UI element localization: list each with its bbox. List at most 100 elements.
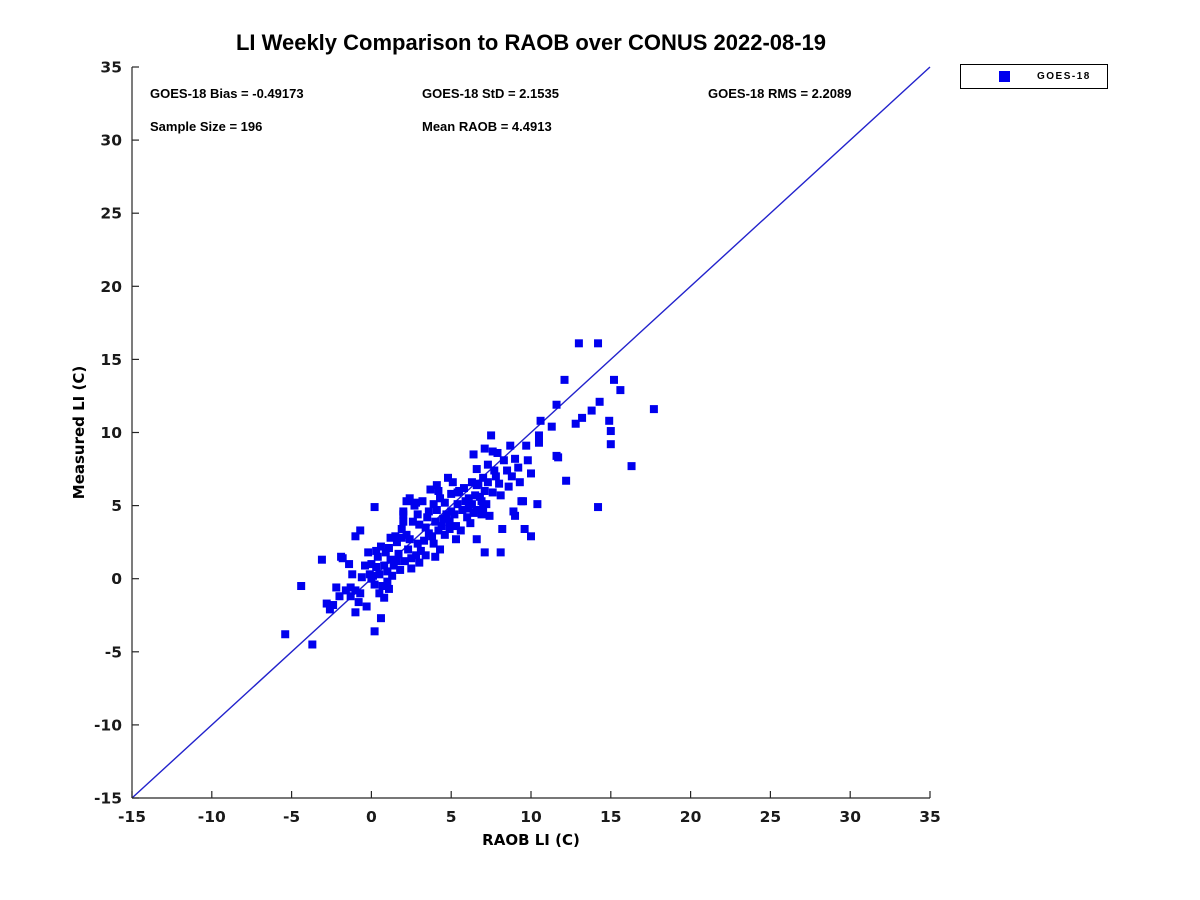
scatter-point	[356, 589, 365, 598]
scatter-point	[562, 476, 571, 485]
y-tick-label: 10	[100, 424, 122, 442]
scatter-point	[511, 454, 520, 463]
scatter-point	[483, 460, 492, 469]
scatter-point	[554, 453, 563, 462]
scatter-point	[391, 532, 400, 541]
scatter-point	[418, 497, 427, 506]
scatter-point	[394, 549, 403, 558]
scatter-point	[281, 630, 290, 639]
scatter-point	[445, 517, 454, 526]
scatter-point	[451, 522, 460, 531]
scatter-point	[386, 533, 395, 542]
scatter-point	[447, 489, 456, 498]
scatter-point	[606, 427, 615, 436]
scatter-point	[389, 561, 398, 570]
scatter-point	[362, 602, 371, 611]
scatter-point	[498, 524, 507, 533]
scatter-point	[356, 526, 365, 535]
x-tick-label: 25	[760, 808, 782, 826]
scatter-point	[595, 397, 604, 406]
scatter-point	[458, 505, 467, 514]
scatter-point	[453, 500, 462, 509]
scatter-point	[496, 548, 505, 557]
scatter-point	[399, 517, 408, 526]
scatter-point	[469, 450, 478, 459]
scatter-point	[536, 416, 545, 425]
scatter-point	[456, 526, 465, 535]
scatter-point	[485, 511, 494, 520]
scatter-point	[533, 500, 542, 509]
y-tick-label: 20	[100, 278, 122, 296]
scatter-point	[376, 542, 385, 551]
scatter-point	[507, 472, 516, 481]
scatter-point	[574, 339, 583, 348]
scatter-point	[517, 497, 526, 506]
y-tick-label: -10	[94, 716, 122, 734]
scatter-point	[464, 494, 473, 503]
scatter-point	[511, 511, 520, 520]
scatter-point	[491, 472, 500, 481]
scatter-point	[472, 505, 481, 514]
scatter-point	[332, 583, 341, 592]
scatter-point	[434, 486, 443, 495]
scatter-point	[392, 538, 401, 547]
scatter-point	[413, 539, 422, 548]
scatter-point	[372, 563, 381, 572]
scatter-point	[383, 567, 392, 576]
scatter-point	[361, 561, 370, 570]
scatter-point	[523, 456, 532, 465]
scatter-point	[627, 462, 636, 471]
scatter-point	[472, 535, 481, 544]
scatter-point	[477, 497, 486, 506]
scatter-point	[351, 608, 360, 617]
scatter-point	[467, 500, 476, 509]
scatter-point	[397, 533, 406, 542]
scatter-point	[520, 524, 529, 533]
scatter-point	[490, 466, 499, 475]
scatter-point	[534, 438, 543, 447]
scatter-point	[534, 431, 543, 440]
scatter-point	[375, 570, 384, 579]
scatter-point	[440, 530, 449, 539]
scatter-point	[375, 589, 384, 598]
scatter-point	[488, 447, 497, 456]
scatter-point	[408, 517, 417, 526]
scatter-point	[384, 584, 393, 593]
scatter-point	[367, 574, 376, 583]
scatter-point	[404, 545, 413, 554]
scatter-point	[399, 510, 408, 519]
scatter-point	[373, 552, 382, 561]
scatter-point	[402, 497, 411, 506]
x-tick-label: 0	[366, 808, 377, 826]
scatter-point	[337, 552, 346, 561]
scatter-point	[416, 546, 425, 555]
scatter-point	[504, 482, 513, 491]
scatter-point	[400, 557, 409, 566]
identity-line	[131, 66, 931, 799]
y-tick-label: -5	[105, 643, 122, 661]
scatter-point	[357, 573, 366, 582]
scatter-point	[493, 448, 502, 457]
scatter-point	[386, 555, 395, 564]
scatter-point	[475, 492, 484, 501]
scatter-point	[448, 478, 457, 487]
scatter-point	[421, 523, 430, 532]
scatter-point	[444, 473, 453, 482]
scatter-point	[308, 640, 317, 649]
y-tick-label: -15	[94, 790, 122, 808]
scatter-point	[466, 519, 475, 528]
scatter-point	[407, 554, 416, 563]
scatter-point	[488, 488, 497, 497]
goes18-square-marker-icon	[999, 71, 1010, 82]
stat-rms: GOES-18 RMS = 2.2089	[708, 86, 852, 101]
scatter-point	[410, 501, 419, 510]
scatter-point	[594, 339, 603, 348]
scatter-point	[376, 614, 385, 623]
legend-label: GOES-18	[1037, 71, 1091, 82]
scatter-point	[432, 505, 441, 514]
x-tick-label: 5	[446, 808, 457, 826]
x-tick-label: -15	[118, 808, 146, 826]
scatter-point	[547, 422, 556, 431]
legend: GOES-18	[960, 64, 1108, 89]
